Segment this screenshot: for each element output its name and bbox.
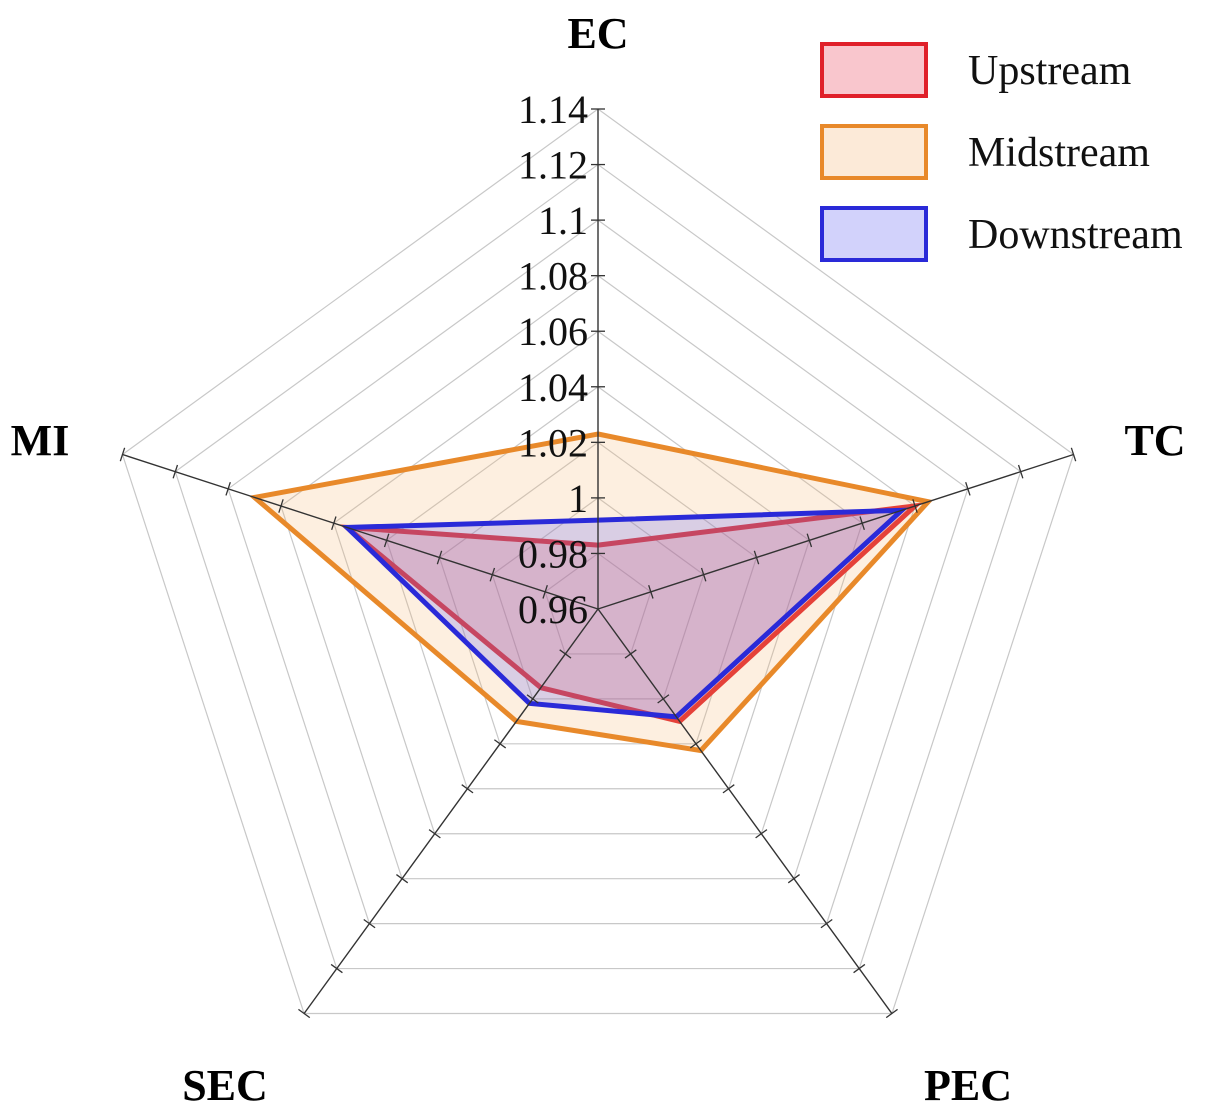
axis-tick	[383, 533, 390, 548]
axis-tick	[363, 918, 376, 929]
legend-swatch	[820, 206, 928, 262]
axis-tick	[1017, 464, 1024, 479]
axis-tick	[493, 739, 507, 749]
grid-ring	[227, 219, 969, 925]
axis-tick	[489, 567, 496, 582]
axis-tick	[172, 464, 179, 479]
radar-labels: 0.96 0.98 1 1.02 1.04 1.06 1.08 1.1 1.12 1.14 EC TC…	[11, 9, 1186, 1110]
axis-line-mi	[122, 453, 599, 610]
axis-tick	[330, 963, 343, 974]
grid-ring	[121, 108, 1075, 1015]
axis-label-pec: PEC	[924, 1061, 1012, 1110]
axis-line-sec	[303, 608, 599, 1014]
r-tick-label: 0.96	[518, 587, 588, 632]
axis-tick	[700, 567, 707, 582]
axis-tick	[820, 918, 833, 929]
legend-swatch	[820, 42, 928, 98]
axis-tick	[298, 1008, 311, 1019]
axis-tick	[965, 481, 971, 496]
axis-tick	[689, 739, 703, 749]
legend-swatch	[820, 124, 928, 180]
axis-label-ec: EC	[567, 9, 628, 58]
axis-label-sec: SEC	[182, 1061, 268, 1110]
axis-tick	[753, 550, 760, 565]
grid-ring	[333, 330, 863, 835]
r-tick-label: 1	[568, 476, 588, 521]
axis-tick	[624, 649, 637, 659]
legend-label: Downstream	[968, 212, 1183, 258]
axis-tick	[787, 874, 800, 884]
axis-tick	[225, 481, 231, 496]
axis-tick	[526, 694, 539, 704]
axis-label-tc: TC	[1124, 416, 1185, 465]
r-tick-label: 1.1	[538, 198, 588, 243]
axis-tick	[648, 584, 654, 599]
axis-tick	[559, 649, 572, 659]
legend-item-upstream: Upstream	[820, 42, 1132, 98]
axis-tick	[755, 829, 768, 839]
axis-tick	[542, 584, 548, 599]
axis-line-tc	[597, 453, 1074, 610]
grid-ring	[280, 274, 916, 880]
axis-tick	[657, 694, 670, 704]
r-tick-label: 1.14	[518, 87, 588, 132]
axis-tick	[1070, 447, 1077, 462]
legend: Upstream Midstream Downstream	[820, 42, 1183, 262]
radar-series	[248, 431, 934, 754]
axis-tick	[278, 499, 284, 513]
r-tick-label: 1.04	[518, 365, 588, 410]
grid-ring	[174, 163, 1022, 970]
axis-line-pec	[597, 608, 893, 1014]
axis-tick	[853, 963, 866, 974]
legend-item-downstream: Downstream	[820, 206, 1183, 262]
radar-grid	[121, 108, 1075, 1015]
axis-tick	[331, 516, 337, 531]
axis-tick	[885, 1008, 898, 1019]
r-tick-label: 1.06	[518, 309, 588, 354]
series-downstream	[341, 507, 909, 720]
legend-label: Upstream	[968, 48, 1132, 94]
grid-ring	[544, 552, 652, 655]
r-tick-label: 0.98	[518, 531, 588, 576]
axis-tick	[461, 784, 474, 794]
axis-tick	[428, 829, 441, 839]
axis-tick	[436, 550, 443, 565]
axis-label-mi: MI	[11, 416, 70, 465]
radar-axes	[119, 108, 1077, 1019]
r-tick-label: 1.12	[518, 143, 588, 188]
r-tick-label: 1.02	[518, 420, 588, 465]
axis-tick	[396, 874, 409, 884]
legend-label: Midstream	[968, 130, 1150, 176]
axis-tick	[912, 499, 918, 513]
axis-tick	[806, 533, 813, 548]
axis-tick	[119, 447, 126, 462]
legend-item-midstream: Midstream	[820, 124, 1150, 180]
axis-tick	[722, 784, 735, 794]
grid-ring	[491, 497, 705, 700]
r-tick-label: 1.08	[518, 254, 588, 299]
axis-tick	[859, 516, 865, 531]
